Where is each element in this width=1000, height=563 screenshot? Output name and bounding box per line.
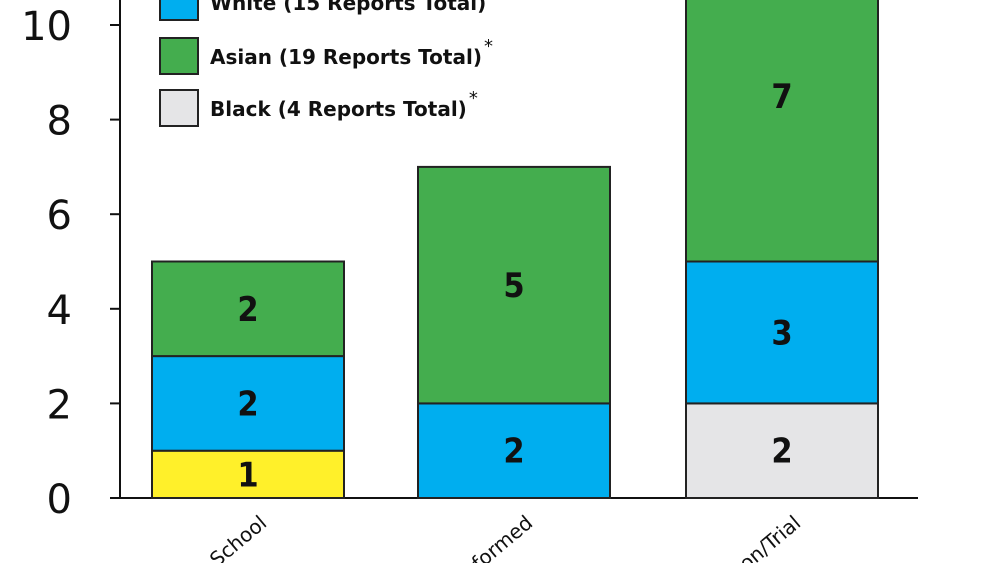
bar-segment: [417, 402, 611, 499]
bar-segment-value-label: 7: [771, 77, 792, 117]
y-tick-label: 2: [47, 382, 72, 428]
x-category-label: on/Trial: [734, 510, 805, 563]
legend-label: Black (4 Reports Total): [210, 97, 467, 121]
bar-segment-value-label: 1: [237, 455, 258, 495]
legend-swatch: [159, 37, 199, 75]
legend-asterisk: *: [484, 36, 493, 57]
bar-segment-value-label: 2: [237, 384, 258, 424]
bar-segment-value-label: 3: [771, 313, 792, 353]
legend-label: White (15 Reports Total): [210, 0, 486, 15]
bar-segment: [417, 165, 611, 405]
legend-swatch: [159, 0, 199, 21]
y-tick-label: 0: [47, 477, 72, 523]
bar-segment-value-label: 5: [503, 266, 524, 306]
legend-asterisk: *: [469, 88, 478, 109]
y-tick-label: 6: [47, 193, 72, 239]
bar-segment-value-label: 2: [771, 432, 792, 472]
bars-layer: 1 2 2 2 5 2 3 7: [151, 0, 879, 500]
bar-segment-value-label: 2: [237, 290, 258, 330]
y-tick-label: 4: [47, 288, 72, 334]
bar-segment: [151, 355, 345, 452]
bar-segment: [685, 260, 879, 405]
legend-swatch: [159, 89, 199, 127]
bar-segment: [151, 260, 345, 358]
y-tick-label: 8: [47, 99, 72, 145]
legend-label: Asian (19 Reports Total): [210, 45, 482, 69]
bar-segment: [685, 402, 879, 499]
bar-segment-value-label: 2: [503, 432, 524, 472]
bar-segment: [685, 0, 879, 263]
x-category-label: formed: [467, 510, 537, 563]
x-category-label: School: [205, 510, 271, 563]
legend: White (15 Reports Total) Asian (19 Report…: [159, 0, 493, 127]
y-tick-label: 10: [21, 4, 72, 50]
